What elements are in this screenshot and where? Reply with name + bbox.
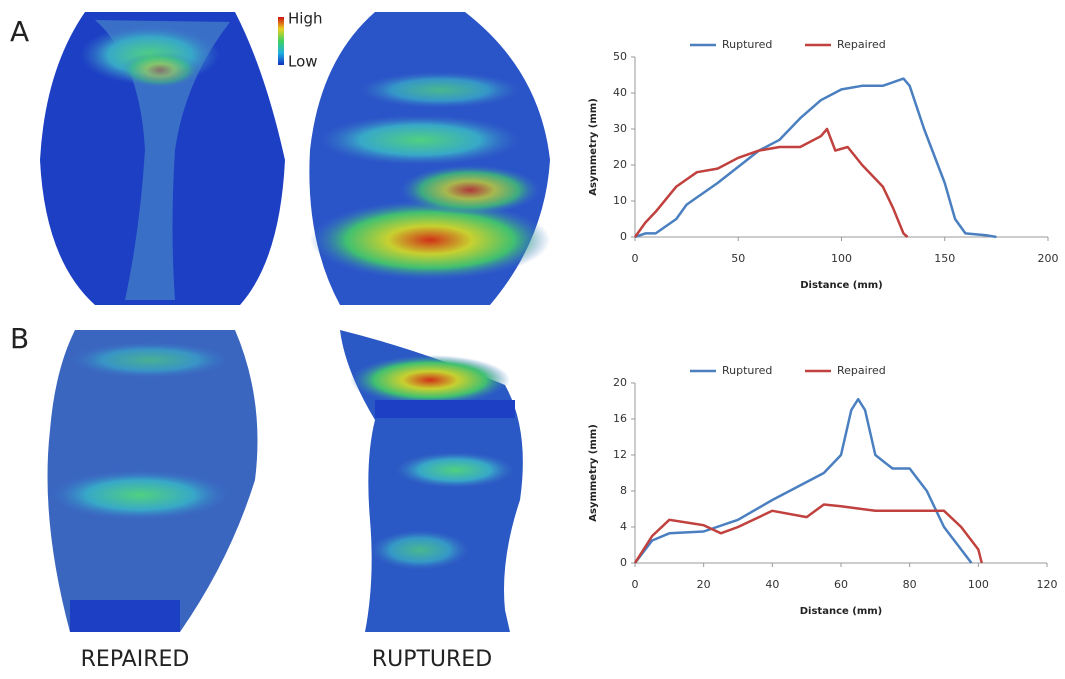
x-tick-label: 50 — [731, 252, 745, 265]
y-tick-label: 20 — [613, 158, 627, 171]
caption: RUPTURED — [372, 647, 492, 672]
x-tick-label: 40 — [765, 578, 779, 591]
page: High Low A B REPAIRED RUPTURED 010203040… — [0, 0, 1065, 679]
x-tick-label: 150 — [934, 252, 955, 265]
y-tick-label: 50 — [613, 50, 627, 63]
y-axis-label: Asymmetry (mm) — [588, 98, 599, 196]
x-tick-label: 80 — [903, 578, 917, 591]
line — [635, 79, 996, 237]
panel-label: B — [10, 322, 29, 355]
y-tick-label: 4 — [620, 520, 627, 533]
y-tick-label: 40 — [613, 86, 627, 99]
mesh-ruptured-b — [340, 330, 523, 632]
x-tick-label: 120 — [1037, 578, 1058, 591]
line — [635, 399, 971, 563]
mesh-ruptured-a — [309, 12, 550, 305]
x-tick-label: 0 — [632, 578, 639, 591]
legend-label: Ruptured — [722, 364, 772, 377]
y-tick-label: 12 — [613, 448, 627, 461]
x-tick-label: 100 — [968, 578, 989, 591]
colorbar-high: High — [288, 10, 322, 28]
x-tick-label: 200 — [1038, 252, 1059, 265]
legend-label: Ruptured — [722, 38, 772, 51]
mesh-repaired-b — [48, 330, 258, 632]
legend-label: Repaired — [837, 38, 886, 51]
x-tick-label: 60 — [834, 578, 848, 591]
y-tick-label: 0 — [620, 556, 627, 569]
x-axis-label: Distance (mm) — [800, 280, 883, 291]
figure: High Low A B REPAIRED RUPTURED 010203040… — [0, 0, 1065, 675]
colorbar — [278, 17, 284, 65]
y-tick-label: 10 — [613, 194, 627, 207]
y-axis-label: Asymmetry (mm) — [588, 424, 599, 522]
legend-label: Repaired — [837, 364, 886, 377]
line — [635, 505, 982, 564]
colorbar-low: Low — [288, 53, 318, 71]
caption: REPAIRED — [81, 647, 190, 672]
y-tick-label: 0 — [620, 230, 627, 243]
x-tick-label: 0 — [632, 252, 639, 265]
panel-label: A — [10, 15, 29, 48]
x-tick-label: 100 — [831, 252, 852, 265]
y-tick-label: 30 — [613, 122, 627, 135]
x-tick-label: 20 — [697, 578, 711, 591]
y-tick-label: 20 — [613, 376, 627, 389]
y-tick-label: 8 — [620, 484, 627, 497]
mesh-repaired-a — [40, 12, 285, 305]
y-tick-label: 16 — [613, 412, 627, 425]
x-axis-label: Distance (mm) — [800, 606, 883, 617]
